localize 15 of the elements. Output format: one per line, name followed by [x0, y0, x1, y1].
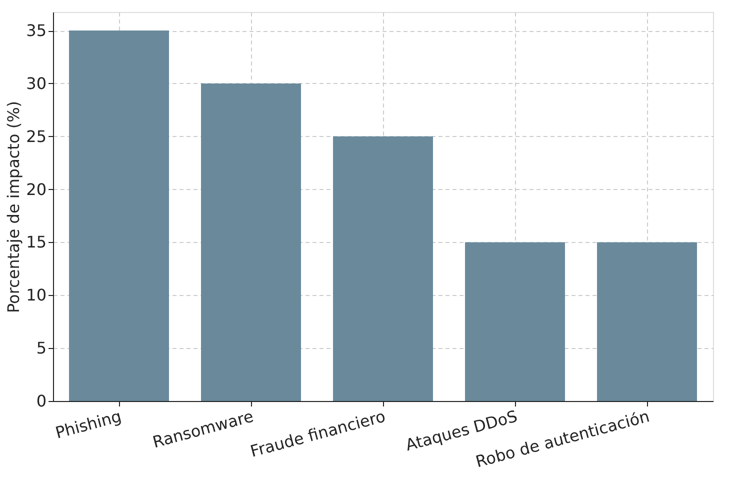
- y-tick-label: 30: [26, 74, 46, 93]
- y-tick-label: 15: [26, 232, 46, 252]
- bar: [465, 242, 565, 401]
- y-tick-label: 0: [36, 392, 46, 410]
- y-axis-title: Porcentaje de impacto (%): [4, 100, 24, 314]
- y-tick-label: 5: [36, 338, 46, 358]
- bar: [201, 83, 301, 401]
- bar: [597, 242, 697, 401]
- y-tick-label: 20: [26, 180, 46, 199]
- bar: [69, 30, 169, 401]
- y-tick-label: 35: [26, 21, 46, 40]
- y-tick-label: 10: [26, 286, 46, 305]
- y-tick-label: 25: [26, 126, 46, 146]
- x-tick-label: Phishing: [53, 406, 124, 442]
- bar: [333, 136, 433, 401]
